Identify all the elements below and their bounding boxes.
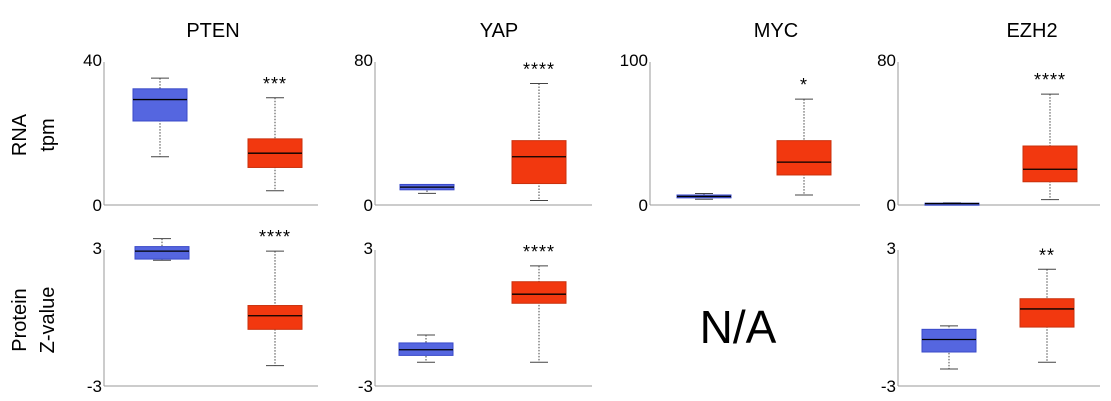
col-title-myc: MYC (754, 20, 798, 42)
col-title-yap: YAP (480, 20, 519, 42)
panel-myc-rna: 100 0 * (620, 51, 860, 215)
significance-myc-rna: * (800, 75, 808, 95)
row-label-rna: RNA tpm (9, 113, 59, 156)
row-label-protein: Protein Z-value (9, 287, 59, 354)
ytick-bottom-ezh2-protein: -3 (881, 377, 896, 396)
box-normal-pten-rna (132, 88, 188, 122)
significance-ezh2-protein: ** (1039, 245, 1055, 265)
ytick-bottom-myc-rna: 0 (639, 196, 648, 215)
col-title-ezh2: EZH2 (1006, 20, 1057, 42)
ytick-top-yap-rna: 80 (354, 51, 373, 70)
significance-yap-protein: **** (523, 242, 555, 262)
row-label-rna-line2: tpm (37, 118, 59, 151)
ytick-top-myc-rna: 100 (620, 51, 648, 70)
panel-yap-protein: 3 -3 **** (358, 239, 592, 396)
ytick-top-pten-protein: 3 (93, 239, 102, 258)
myc-protein-na-label: N/A (700, 301, 777, 353)
panel-yap-rna: 80 0 **** (354, 51, 592, 215)
ytick-top-pten-rna: 40 (83, 51, 102, 70)
significance-ezh2-rna: **** (1034, 70, 1066, 90)
row-label-protein-line2: Z-value (37, 287, 59, 354)
ytick-bottom-yap-rna: 0 (364, 196, 373, 215)
box-tumor-pten-protein (247, 305, 303, 330)
ytick-top-ezh2-rna: 80 (877, 51, 896, 70)
ytick-top-ezh2-protein: 3 (887, 239, 896, 258)
ytick-bottom-pten-rna: 0 (93, 196, 102, 215)
significance-pten-protein: **** (259, 227, 291, 247)
ytick-bottom-yap-protein: -3 (358, 377, 373, 396)
row-label-protein-line1: Protein (9, 288, 31, 351)
panel-ezh2-protein: 3 -3 ** (881, 239, 1100, 396)
box-tumor-myc-rna (776, 140, 832, 176)
ytick-top-yap-protein: 3 (364, 239, 373, 258)
panel-pten-protein: 3 -3 **** (87, 227, 318, 396)
ytick-bottom-pten-protein: -3 (87, 377, 102, 396)
ytick-bottom-ezh2-rna: 0 (887, 196, 896, 215)
panel-ezh2-rna: 80 0 **** (877, 51, 1100, 215)
panel-pten-rna: 40 0 *** (83, 51, 318, 215)
box-tumor-yap-protein (511, 281, 567, 304)
box-normal-pten-protein (134, 246, 190, 260)
significance-pten-rna: *** (263, 74, 287, 94)
row-label-rna-line1: RNA (9, 113, 31, 156)
box-tumor-yap-rna (511, 140, 567, 185)
box-tumor-ezh2-protein (1019, 298, 1075, 328)
box-tumor-ezh2-rna (1022, 145, 1078, 183)
box-normal-ezh2-protein (921, 328, 977, 353)
significance-yap-rna: **** (523, 59, 555, 79)
col-title-pten: PTEN (186, 20, 239, 42)
